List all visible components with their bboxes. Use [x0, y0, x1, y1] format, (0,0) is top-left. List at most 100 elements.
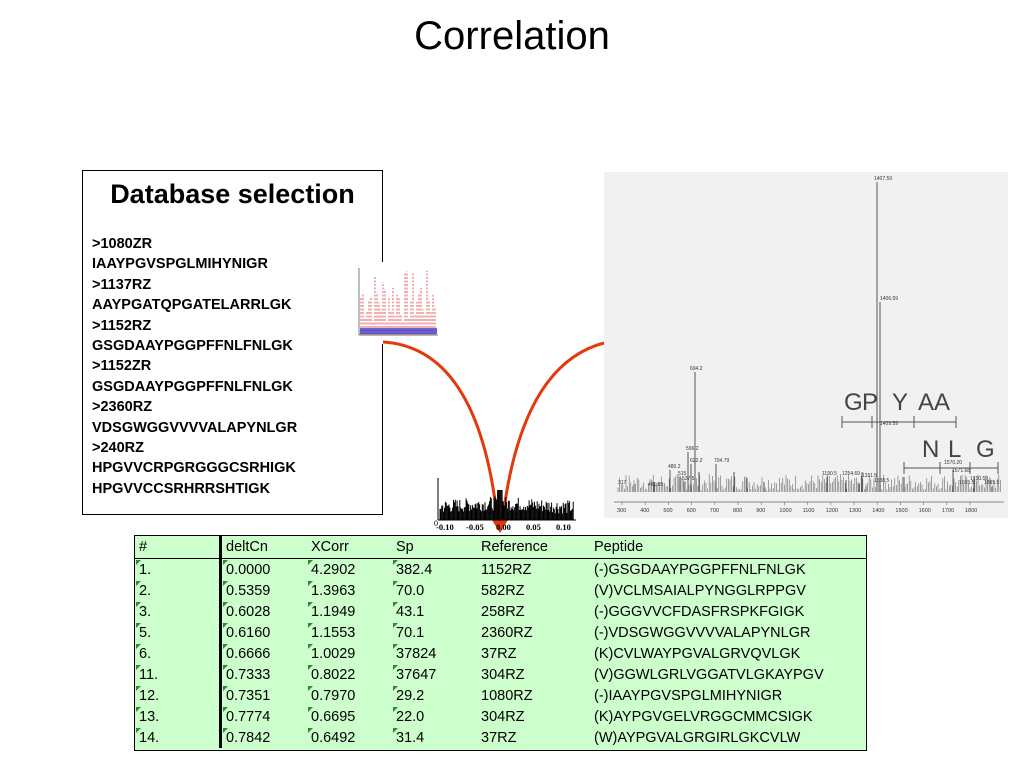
table-cell: 2360RZ [481, 624, 533, 641]
x-tick-label: 1800 [965, 508, 977, 514]
table-cell: 12. [135, 685, 221, 706]
peak-label: 1254.69 [842, 471, 860, 477]
table-cell: 0.6492 [307, 727, 392, 748]
column-header: # [135, 536, 221, 559]
table-row[interactable]: 1. 0.0000 4.2902 382.4 1152RZ (-)GSGDAAYPGGPF… [135, 558, 866, 581]
table-cell: 0.5359 [219, 580, 307, 601]
sequence-line: >1152RZ [92, 317, 152, 334]
table-cell: 11. [135, 664, 221, 685]
x-tick-label: 700 [710, 508, 719, 514]
peak-label: 1190.5 [822, 471, 837, 477]
x-tick-label: 1200 [826, 508, 838, 514]
x-tick-label: -0.05 [466, 522, 484, 532]
table-cell: 0.7351 [219, 685, 307, 706]
results-header-row: # deltCn XCorr Sp Reference Peptide [135, 536, 866, 559]
peak-label: 461.85 [648, 482, 664, 488]
ms-spectrum-panel: 1407.59 1406.59 694.2 1409.59 596.2 622.2 704.… [604, 172, 1008, 518]
peak-label: 537.5 [682, 476, 695, 482]
table-cell: 0.6160 [219, 622, 307, 643]
table-row[interactable]: 12. 0.7351 0.7970 29.2 1080RZ (-)IAAYPGVSPGLM… [135, 685, 866, 706]
table-cell: 6. [135, 643, 221, 664]
mini-baseline [360, 328, 437, 334]
table-cell: 37824 [392, 643, 477, 664]
table-cell: 37RZ [481, 729, 517, 746]
table-cell: 0.7970 [307, 685, 392, 706]
table-cell: 29.2 [392, 685, 477, 706]
sequence-line: GSGDAAYPGGPFFNLFNLGK [92, 338, 293, 355]
peak-label: 480.2 [668, 464, 681, 470]
x-tick-label: 0.05 [526, 522, 541, 532]
peak-label: 1710.59 [970, 476, 988, 482]
table-cell: 1152RZ [481, 561, 532, 578]
table-cell: 1.1553 [307, 622, 392, 643]
table-cell: 258RZ [481, 603, 525, 620]
table-cell: (-)GGGVVCFDASFRSPKFGIGK [594, 603, 805, 620]
peak-label: 1406.59 [880, 296, 898, 302]
table-row[interactable]: 2. 0.5359 1.3963 70.0 582RZ (V)VCLMSAIALPYNGG… [135, 580, 866, 601]
table-cell: 2. [135, 580, 221, 601]
table-cell: (-)IAAYPGVSPGLMIHYNIGR [594, 687, 783, 704]
column-header: Reference [477, 536, 590, 559]
table-cell: (K)CVLWAYPGVALGRVQVLGK [594, 645, 801, 662]
table-cell: 3. [135, 601, 221, 622]
x-tick-label: 800 [733, 508, 742, 514]
peak-label: 1571.68 [952, 468, 970, 474]
table-cell: 582RZ [481, 582, 525, 599]
table-row[interactable]: 14. 0.7842 0.6492 31.4 37RZ (W)AYPGVALGRGIRLG… [135, 727, 866, 748]
table-cell: 0.0000 [219, 558, 307, 580]
search-score-thumbnail [342, 262, 442, 344]
database-selection-box: Database selection >1080ZR IAAYPGVSPGLMIH… [82, 170, 383, 515]
peak-label: 515 [678, 471, 687, 477]
table-row[interactable]: 11. 0.7333 0.8022 37647 304RZ (V)GGWLGRLVGGAT… [135, 664, 866, 685]
peak-label: 317 [618, 480, 627, 486]
table-cell: (K)AYPGVGELVRGGCMMCSIGK [594, 708, 813, 725]
database-heading: Database selection [110, 179, 355, 209]
table-cell: 4.2902 [307, 559, 392, 581]
table-cell: 5. [135, 622, 221, 643]
table-cell: 1080RZ [481, 687, 533, 704]
table-cell: (W)AYPGVALGRGIRLGKCVLW [594, 729, 801, 746]
seq-letter: N [922, 436, 939, 463]
table-row[interactable]: 5. 0.6160 1.1553 70.1 2360RZ (-)VDSGWGGVVVVAL… [135, 622, 866, 643]
sequence-line: HPGVVCRPGRGGGCSRHIGK [92, 460, 296, 477]
cross-correlation-plot: 0 -0.10 -0.05 0.00 0.05 0.10 [434, 478, 576, 532]
seq-letter: A [918, 389, 934, 416]
sequence-line: GSGDAAYPGGPFFNLFNLGK [92, 378, 293, 395]
table-row[interactable]: 13. 0.7774 0.6695 22.0 304RZ (K)AYPGVGELVRGGC… [135, 706, 866, 727]
slide-title: Correlation [414, 14, 610, 58]
table-row[interactable]: 6. 0.6666 1.0029 37824 37RZ (K)CVLWAYPGVALGRV… [135, 643, 866, 664]
x-tick-label: 600 [687, 508, 696, 514]
peak-label: 704.79 [714, 458, 730, 464]
ms-spectrum-plot: 1407.59 1406.59 694.2 1409.59 596.2 622.2 704.… [614, 176, 1004, 514]
x-tick-label: -0.10 [436, 522, 454, 532]
x-tick-label: 1300 [849, 508, 861, 514]
table-cell: 31.4 [392, 727, 477, 748]
search-results-table: # deltCn XCorr Sp Reference Peptide 1. 0.0000 4… [134, 535, 867, 751]
table-cell: 0.7842 [219, 727, 307, 748]
table-cell: (-)GSGDAAYPGGPFFNLFNLGK [594, 561, 806, 578]
x-tick-label: 500 [663, 508, 672, 514]
sequence-line: HPGVVCCSRHRRSHTIGK [92, 480, 271, 497]
peak-label: 1865.5 [984, 480, 1000, 486]
seq-letter: P [862, 389, 878, 416]
sequence-line: >2360RZ [92, 399, 153, 416]
seq-letter: G [844, 389, 863, 416]
peak-label: 596.2 [686, 446, 699, 452]
peak-label: 1409.59 [880, 421, 898, 427]
table-cell: 382.4 [392, 559, 477, 581]
column-header: deltCn [219, 536, 307, 559]
table-cell: 43.1 [392, 601, 477, 622]
table-cell: 1.3963 [307, 580, 392, 601]
sequence-line: VDSGWGGVVVVALAPYNLGR [92, 419, 298, 436]
table-cell: (-)VDSGWGGVVVVALAPYNLGR [594, 624, 811, 641]
table-cell: 0.7774 [219, 706, 307, 727]
x-tick-label: 400 [640, 508, 649, 514]
table-cell: 14. [135, 727, 221, 748]
table-cell: 0.6028 [219, 601, 307, 622]
x-tick-label: 1500 [895, 508, 907, 514]
table-cell: 1.0029 [307, 643, 392, 664]
x-tick-label: 1400 [872, 508, 884, 514]
x-tick-label: 1600 [919, 508, 931, 514]
sequence-line: >1080ZR [92, 236, 153, 252]
table-row[interactable]: 3. 0.6028 1.1949 43.1 258RZ (-)GGGVVCFDASFRSP… [135, 601, 866, 622]
